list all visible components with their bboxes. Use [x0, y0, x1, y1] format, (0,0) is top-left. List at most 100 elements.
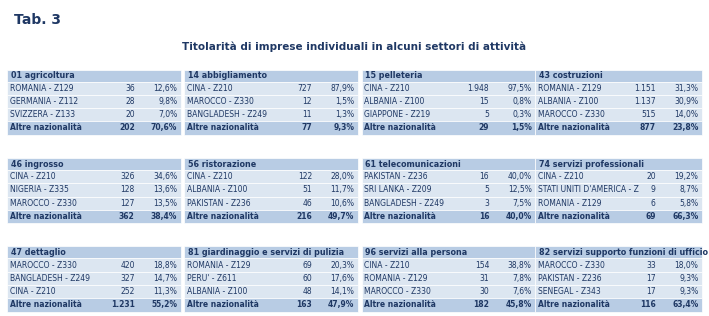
Text: SVIZZERA - Z133: SVIZZERA - Z133	[10, 110, 75, 119]
Text: 55,2%: 55,2%	[151, 301, 177, 309]
Text: 51: 51	[302, 185, 312, 194]
Text: 9,3%: 9,3%	[679, 287, 698, 296]
Text: 31,3%: 31,3%	[674, 84, 698, 93]
Text: 6: 6	[651, 199, 656, 208]
Text: CINA - Z210: CINA - Z210	[10, 287, 55, 296]
Text: 61 telecomunicazioni: 61 telecomunicazioni	[365, 160, 461, 168]
Text: 12: 12	[303, 97, 312, 106]
Text: MAROCCO - Z330: MAROCCO - Z330	[364, 287, 431, 296]
Text: SRI LANKA - Z209: SRI LANKA - Z209	[364, 185, 432, 194]
Text: 216: 216	[296, 212, 312, 221]
Text: 515: 515	[642, 110, 656, 119]
Text: Altre nazionalità: Altre nazionalità	[538, 212, 610, 221]
Text: CINA - Z210: CINA - Z210	[10, 172, 55, 181]
Text: 47 dettaglio: 47 dettaglio	[11, 248, 65, 257]
Text: 0,8%: 0,8%	[513, 97, 532, 106]
Text: 252: 252	[121, 287, 135, 296]
Text: 77: 77	[301, 124, 312, 132]
Text: ROMANIA - Z129: ROMANIA - Z129	[187, 261, 251, 270]
Text: 5,8%: 5,8%	[679, 199, 698, 208]
Text: 74 servizi professionali: 74 servizi professionali	[539, 160, 644, 168]
Text: 14,1%: 14,1%	[330, 287, 354, 296]
Text: ALBANIA - Z100: ALBANIA - Z100	[538, 97, 598, 106]
Text: 11,3%: 11,3%	[153, 287, 177, 296]
Text: 49,7%: 49,7%	[328, 212, 354, 221]
Text: GERMANIA - Z112: GERMANIA - Z112	[10, 97, 78, 106]
Text: 326: 326	[121, 172, 135, 181]
Text: ALBANIA - Z100: ALBANIA - Z100	[187, 185, 247, 194]
Text: 47,9%: 47,9%	[328, 301, 354, 309]
Text: 18,0%: 18,0%	[674, 261, 698, 270]
Text: 9: 9	[651, 185, 656, 194]
Text: ROMANIA - Z129: ROMANIA - Z129	[538, 84, 602, 93]
Text: 38,4%: 38,4%	[151, 212, 177, 221]
Text: 16: 16	[479, 172, 489, 181]
Text: 70,6%: 70,6%	[151, 124, 177, 132]
Text: 7,0%: 7,0%	[158, 110, 177, 119]
Text: STATI UNITI D'AMERICA - Z: STATI UNITI D'AMERICA - Z	[538, 185, 639, 194]
Text: 18,8%: 18,8%	[154, 261, 177, 270]
Text: ROMANIA - Z129: ROMANIA - Z129	[364, 274, 428, 283]
Text: 5: 5	[484, 110, 489, 119]
Text: Titolarità di imprese individuali in alcuni settori di attività: Titolarità di imprese individuali in alc…	[182, 41, 527, 52]
Text: 19,2%: 19,2%	[674, 172, 698, 181]
Text: PAKISTAN - Z236: PAKISTAN - Z236	[538, 274, 602, 283]
Text: 1,5%: 1,5%	[335, 97, 354, 106]
Text: 11,7%: 11,7%	[330, 185, 354, 194]
Text: 12,6%: 12,6%	[153, 84, 177, 93]
Text: 23,8%: 23,8%	[672, 124, 698, 132]
Text: 182: 182	[474, 301, 489, 309]
Text: 96 servizi alla persona: 96 servizi alla persona	[365, 248, 467, 257]
Text: 97,5%: 97,5%	[508, 84, 532, 93]
Text: 40,0%: 40,0%	[508, 172, 532, 181]
Text: MAROCCO - Z330: MAROCCO - Z330	[10, 261, 77, 270]
Text: 327: 327	[121, 274, 135, 283]
Text: 727: 727	[298, 84, 312, 93]
Text: 28,0%: 28,0%	[330, 172, 354, 181]
Text: 14,0%: 14,0%	[674, 110, 698, 119]
Text: CINA - Z210: CINA - Z210	[187, 172, 233, 181]
Text: 56 ristorazione: 56 ristorazione	[188, 160, 256, 168]
Text: 7,5%: 7,5%	[513, 199, 532, 208]
Text: 163: 163	[296, 301, 312, 309]
Text: 9,8%: 9,8%	[158, 97, 177, 106]
Text: 48: 48	[302, 287, 312, 296]
Text: 20: 20	[125, 110, 135, 119]
Text: 01 agricoltura: 01 agricoltura	[11, 71, 74, 80]
Text: 1,3%: 1,3%	[335, 110, 354, 119]
Text: Altre nazionalità: Altre nazionalità	[538, 301, 610, 309]
Text: 7,6%: 7,6%	[513, 287, 532, 296]
Text: 3: 3	[484, 199, 489, 208]
Text: 1,5%: 1,5%	[511, 124, 532, 132]
Text: Altre nazionalità: Altre nazionalità	[364, 301, 436, 309]
Text: 16: 16	[479, 212, 489, 221]
Text: 202: 202	[119, 124, 135, 132]
Text: Altre nazionalità: Altre nazionalità	[364, 212, 436, 221]
Text: 9,3%: 9,3%	[333, 124, 354, 132]
Text: 69: 69	[302, 261, 312, 270]
Text: CINA - Z210: CINA - Z210	[364, 84, 410, 93]
Text: 420: 420	[121, 261, 135, 270]
Text: 128: 128	[121, 185, 135, 194]
Text: 17: 17	[646, 287, 656, 296]
Text: 154: 154	[475, 261, 489, 270]
Text: 15: 15	[479, 97, 489, 106]
Text: BANGLADESH - Z249: BANGLADESH - Z249	[10, 274, 90, 283]
Text: 17: 17	[646, 274, 656, 283]
Text: 122: 122	[298, 172, 312, 181]
Text: Altre nazionalità: Altre nazionalità	[10, 301, 82, 309]
Text: 81 giardinaggio e servizi di pulizia: 81 giardinaggio e servizi di pulizia	[188, 248, 344, 257]
Text: 45,8%: 45,8%	[506, 301, 532, 309]
Text: 40,0%: 40,0%	[506, 212, 532, 221]
Text: 60: 60	[302, 274, 312, 283]
Text: Altre nazionalità: Altre nazionalità	[364, 124, 436, 132]
Text: 12,5%: 12,5%	[508, 185, 532, 194]
Text: Altre nazionalità: Altre nazionalità	[187, 301, 259, 309]
Text: 33: 33	[646, 261, 656, 270]
Text: 14 abbigliamento: 14 abbigliamento	[188, 71, 267, 80]
Text: 63,4%: 63,4%	[672, 301, 698, 309]
Text: 362: 362	[119, 212, 135, 221]
Text: 69: 69	[645, 212, 656, 221]
Text: 13,5%: 13,5%	[153, 199, 177, 208]
Text: MAROCCO - Z330: MAROCCO - Z330	[538, 261, 605, 270]
